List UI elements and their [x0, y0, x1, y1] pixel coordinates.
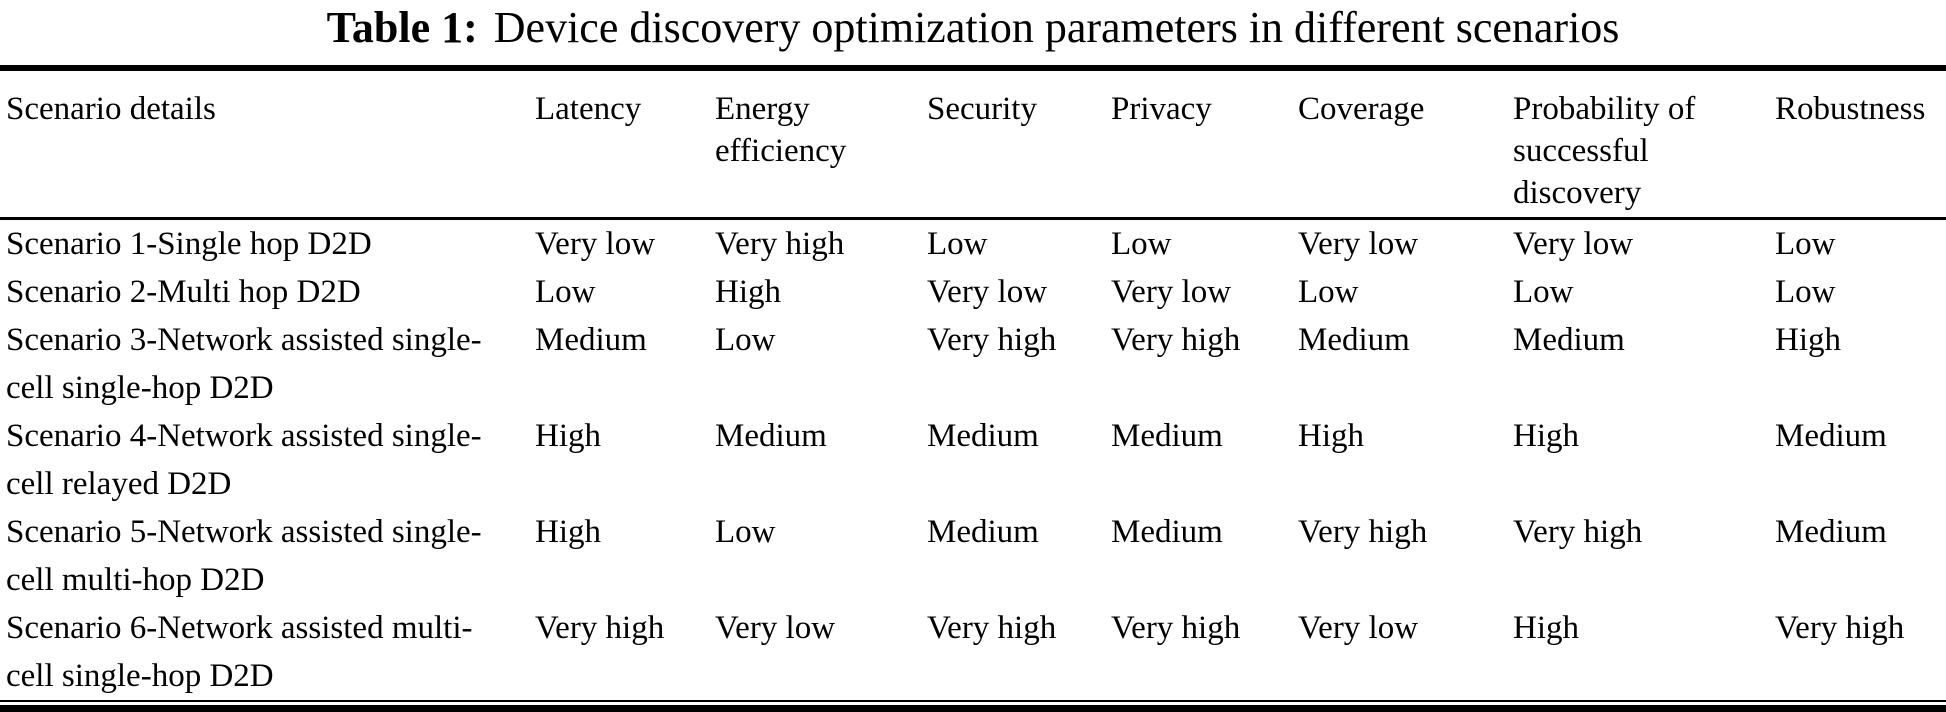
value-cell: Medium: [535, 322, 647, 358]
value-cell: High: [1775, 322, 1841, 358]
column-header-0: Scenario details: [6, 91, 216, 127]
table-caption-label: Table 1:: [326, 3, 478, 52]
parameters-table: Scenario details Latency Energy efficiency…: [0, 65, 1946, 702]
value-cell: High: [1513, 418, 1579, 454]
value-cell: Very high: [1298, 514, 1428, 550]
value-cell: Low: [1513, 274, 1574, 310]
value-cell: Low: [1775, 226, 1836, 262]
value-cell: High: [715, 274, 781, 310]
value-cell: Very high: [1111, 322, 1241, 358]
table-bottom-rule: [0, 705, 1946, 712]
value-cell: Low: [535, 274, 596, 310]
column-header-4: Privacy: [1111, 91, 1212, 127]
value-cell: Medium: [927, 418, 1039, 454]
scenario-cell: Scenario 4-Network assisted single-cell …: [6, 418, 482, 502]
value-cell: High: [535, 514, 601, 550]
table-row: Scenario 1-Single hop D2D Very low Very hi…: [0, 219, 1946, 269]
scenario-cell: Scenario 3-Network assisted single-cell …: [6, 322, 482, 406]
value-cell: Very low: [1298, 610, 1419, 646]
value-cell: Very low: [927, 274, 1048, 310]
value-cell: Medium: [1513, 322, 1625, 358]
value-cell: Very low: [1298, 226, 1419, 262]
value-cell: Very high: [1513, 514, 1643, 550]
table-row: Scenario 2-Multi hop D2D Low High Very low V…: [0, 268, 1946, 316]
value-cell: Low: [927, 226, 988, 262]
value-cell: High: [1513, 610, 1579, 646]
value-cell: Very low: [535, 226, 656, 262]
column-header-2: Energy efficiency: [715, 91, 847, 169]
column-header-5: Coverage: [1298, 91, 1425, 127]
scenario-cell: Scenario 2-Multi hop D2D: [6, 274, 361, 310]
value-cell: Very high: [1775, 610, 1905, 646]
value-cell: Low: [1111, 226, 1172, 262]
column-header-7: Robustness: [1775, 91, 1926, 127]
value-cell: Low: [1298, 274, 1359, 310]
table-row: Scenario 6-Network assisted multi-cell s…: [0, 604, 1946, 701]
value-cell: High: [535, 418, 601, 454]
value-cell: Very high: [927, 322, 1057, 358]
value-cell: Medium: [1298, 322, 1410, 358]
value-cell: Low: [715, 514, 776, 550]
column-header-3: Security: [927, 91, 1037, 127]
value-cell: Medium: [1775, 418, 1887, 454]
table-caption: Table 1: Device discovery optimization pa…: [0, 0, 1946, 53]
value-cell: Very high: [535, 610, 665, 646]
value-cell: Very high: [715, 226, 845, 262]
value-cell: Medium: [1111, 418, 1223, 454]
value-cell: Low: [715, 322, 776, 358]
table-row: Scenario 3-Network assisted single-cell …: [0, 316, 1946, 412]
table-caption-text: Device discovery optimization parameters…: [493, 3, 1620, 52]
value-cell: Very low: [1513, 226, 1634, 262]
value-cell: Medium: [1775, 514, 1887, 550]
value-cell: Very high: [1111, 610, 1241, 646]
scenario-cell: Scenario 6-Network assisted multi-cell s…: [6, 610, 473, 694]
value-cell: Very low: [715, 610, 836, 646]
value-cell: High: [1298, 418, 1364, 454]
table-row: Scenario 4-Network assisted single-cell …: [0, 412, 1946, 508]
value-cell: Medium: [715, 418, 827, 454]
value-cell: Medium: [1111, 514, 1223, 550]
table-row: Scenario 5-Network assisted single-cell …: [0, 508, 1946, 604]
scenario-cell: Scenario 1-Single hop D2D: [6, 226, 372, 262]
value-cell: Medium: [927, 514, 1039, 550]
column-header-6: Probability of successful discovery: [1513, 91, 1696, 211]
scenario-cell: Scenario 5-Network assisted single-cell …: [6, 514, 482, 598]
column-header-1: Latency: [535, 91, 642, 127]
header-row: Scenario details Latency Energy efficiency…: [0, 68, 1946, 219]
value-cell: Very high: [927, 610, 1057, 646]
value-cell: Low: [1775, 274, 1836, 310]
value-cell: Very low: [1111, 274, 1232, 310]
